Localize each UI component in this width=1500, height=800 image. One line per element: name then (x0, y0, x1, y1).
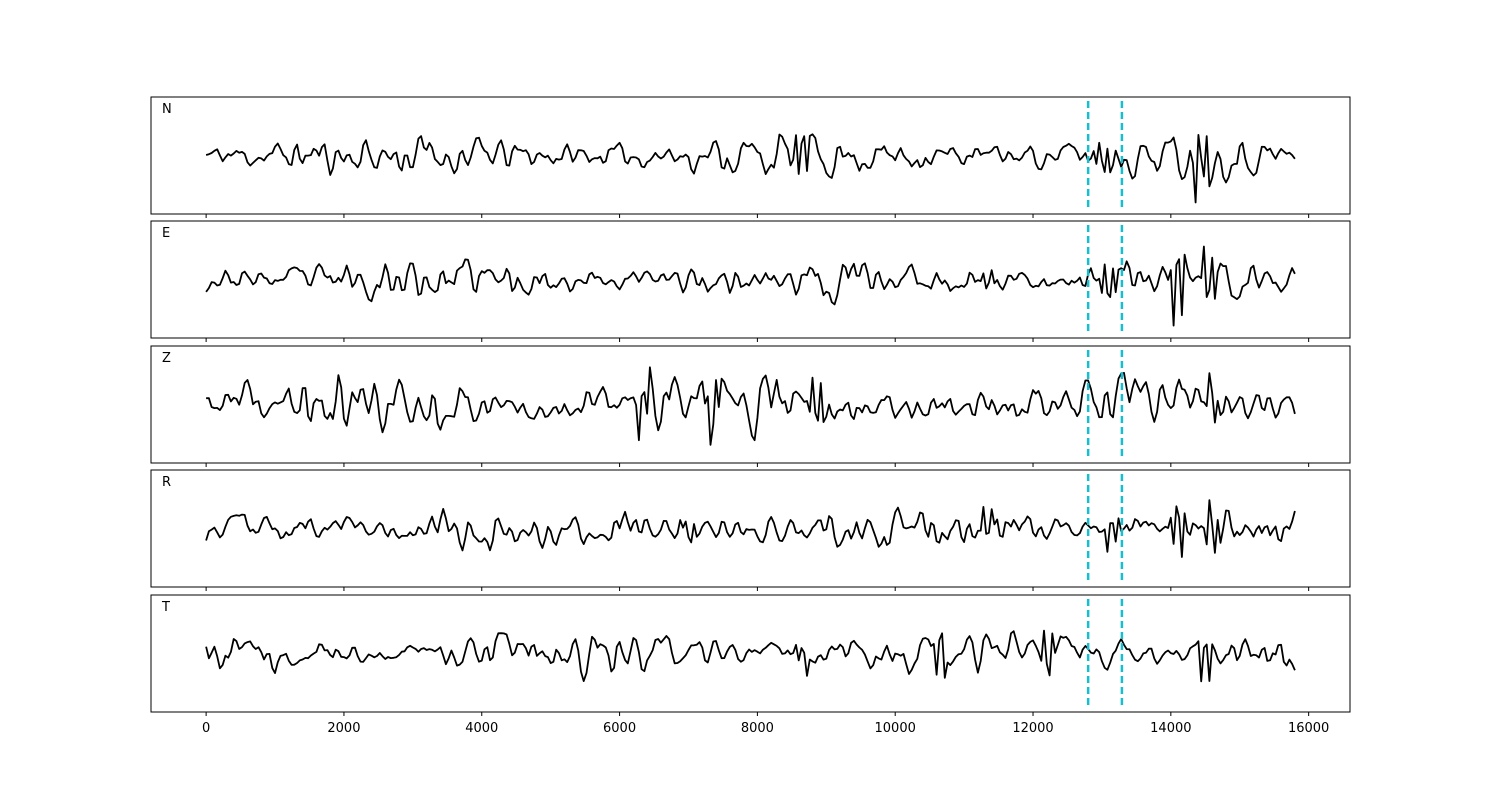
panel-frame (150, 469, 1351, 588)
panel-label-z: Z (162, 351, 171, 366)
trace-r (205, 499, 1296, 558)
panel-frame (150, 220, 1351, 339)
panel-frame (150, 96, 1351, 215)
trace-z (206, 366, 1296, 446)
x-tick-label: 14000 (1150, 721, 1191, 736)
trace-e (205, 245, 1296, 327)
panel-label-e: E (162, 226, 170, 241)
trace-t (205, 629, 1296, 683)
x-tick-label: 0 (202, 721, 210, 736)
x-tick-label: 4000 (465, 721, 498, 736)
panel-label-t: T (161, 600, 170, 615)
panel-label-n: N (162, 102, 172, 117)
x-tick-label: 6000 (603, 721, 636, 736)
x-tick-label: 2000 (327, 721, 360, 736)
panel-t: T (150, 594, 1351, 716)
panel-label-r: R (162, 475, 171, 490)
x-tick-label: 10000 (875, 721, 916, 736)
x-tick-label: 8000 (741, 721, 774, 736)
x-tick-label: 12000 (1012, 721, 1053, 736)
panel-frame (150, 594, 1351, 713)
panel-z: Z (150, 345, 1351, 467)
x-tick-label: 16000 (1288, 721, 1329, 736)
panel-n: N (150, 96, 1351, 218)
trace-n (205, 133, 1296, 204)
panel-r: R (150, 469, 1351, 591)
panel-e: E (150, 220, 1351, 342)
panel-frame (150, 345, 1351, 464)
